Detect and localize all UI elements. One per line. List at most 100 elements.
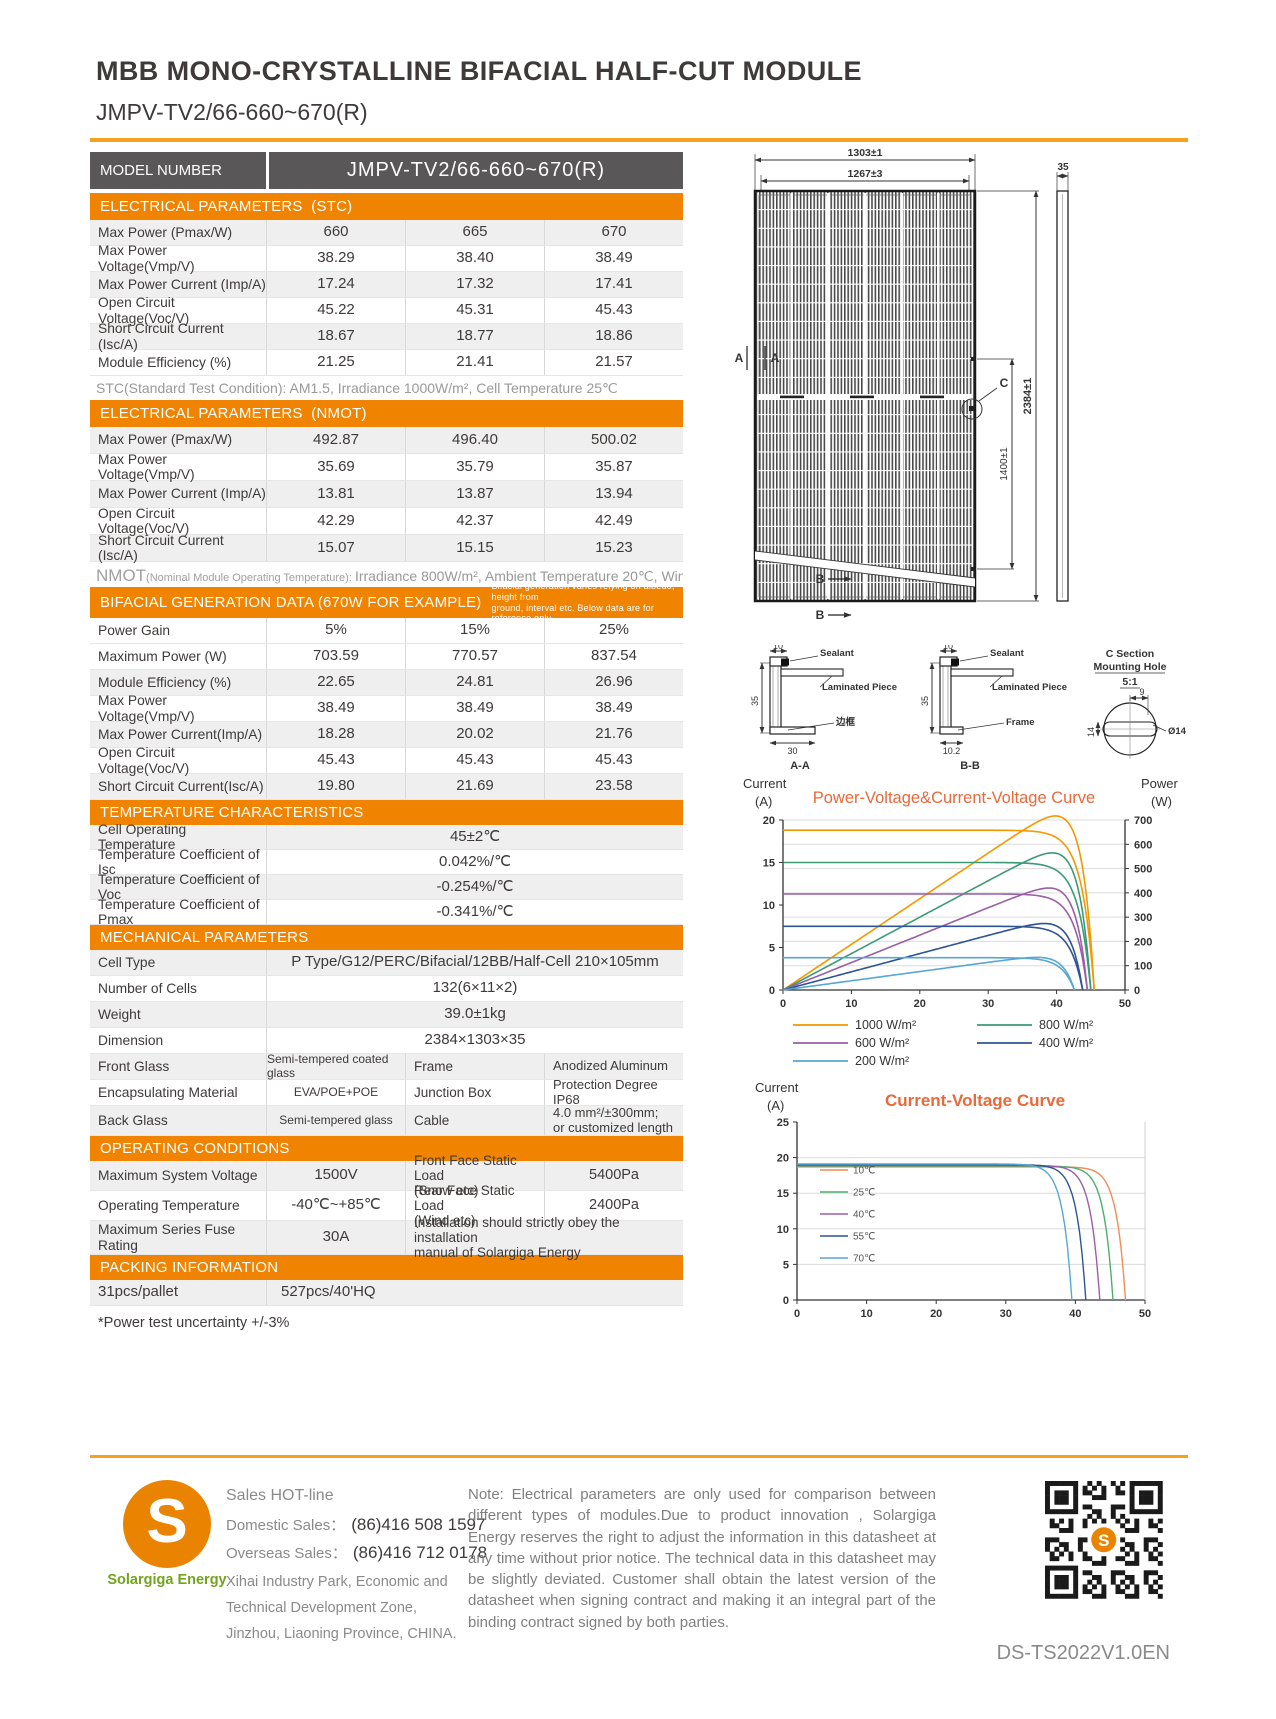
left-tick: 10 [777, 1224, 789, 1236]
param-label-text: Max Power Current (Imp/A) [98, 486, 266, 502]
company-address: Xihai Industry Park, Economic and Techni… [226, 1574, 457, 1642]
param-value-text: 18.86 [595, 327, 633, 345]
table-row: Open Circuit Voltage(Voc/V) 42.29 42.37 42.… [90, 505, 683, 536]
param-value-text: 15% [459, 621, 491, 639]
left-tick: 15 [777, 1188, 789, 1200]
param-value-text: 1500V [314, 1166, 358, 1184]
param-value-text: -0.341%/℃ [436, 902, 514, 920]
section-mark-a: A [735, 351, 744, 365]
param-value-text: 45.31 [456, 301, 494, 319]
param-label-text: Max Power Voltage(Vmp/V) [98, 243, 195, 274]
table-row: Open Circuit Voltage(Voc/V) 45.43 45.43 45.… [90, 745, 683, 776]
param-value: 45.43 [405, 748, 544, 773]
model-number-bar: MODEL NUMBER JMPV-TV2/66-660~670(R) [90, 152, 683, 189]
x-tick: 20 [914, 998, 926, 1010]
section-title-note: Bifacial generation varies relying on al… [491, 580, 675, 624]
legend-label: 40℃ [853, 1210, 875, 1221]
param-value: 25% [544, 618, 683, 643]
param-label: Max Power Current (Imp/A) [90, 481, 266, 507]
param-value-text: -0.254%/℃ [436, 877, 514, 895]
iv-temperature-chart: Current (A) Current-Voltage Curve 0 5 10 15 20 2… [725, 1072, 1195, 1342]
param-value: 2400Pa [544, 1191, 683, 1220]
left-axis-unit: (A) [755, 794, 772, 809]
param-value: 38.49 [544, 246, 683, 271]
qr-code-image: S [1045, 1481, 1163, 1599]
section-mark-a: A [771, 351, 780, 365]
param-label-text: Temperature Coefficient of Isc [98, 846, 260, 877]
param-label: Maximum System Voltage [90, 1161, 266, 1190]
param-label-text: Short Circuit Current (Isc/A) [98, 532, 224, 563]
contact-block: Sales HOT-line Domestic Sales： (86)416 5… [226, 1487, 487, 1647]
param-value-text: 38.49 [595, 249, 633, 267]
param-value-text: 15.23 [595, 538, 633, 556]
param-label: Cable [405, 1106, 544, 1135]
xsec-dim-top: 10 [773, 645, 783, 651]
param-value: 35.79 [405, 454, 544, 480]
section-header-bif: BIFACIAL GENERATION DATA (670W FOR EXAMP… [90, 581, 683, 623]
param-label-text: Max Power Voltage(Vmp/V) [98, 693, 195, 724]
param-label: 31pcs/pallet [90, 1280, 266, 1305]
chart-title: Current-Voltage Curve [885, 1091, 1065, 1110]
param-value-text: 45.43 [317, 751, 355, 769]
overseas-sales-label: Overseas Sales： [226, 1545, 347, 1562]
table-row: Operating Temperature -40℃~+85℃ Rear Face … [90, 1183, 683, 1228]
table-row: Maximum Series Fuse Rating 30A Installatio… [90, 1215, 683, 1260]
section-mark-b: B [816, 572, 825, 586]
param-label-text: Cable [414, 1112, 450, 1128]
param-label-text: Open Circuit Voltage(Voc/V) [98, 505, 190, 536]
param-value-text: 17.41 [595, 275, 633, 293]
param-value: 42.37 [405, 508, 544, 534]
table-row: Max Power Voltage(Vmp/V) 35.69 35.79 35.87 [90, 451, 683, 482]
param-value: 500.02 [544, 427, 683, 453]
param-label: Module Efficiency (%) [90, 670, 266, 695]
param-label: Rear Face Static Load (Wind etc) [405, 1183, 544, 1228]
param-value-text: 17.24 [317, 275, 355, 293]
param-value: 18.77 [405, 324, 544, 349]
right-tick: 200 [1134, 936, 1152, 948]
param-value-text: 21.41 [456, 353, 494, 371]
param-value-text: 42.49 [595, 511, 633, 529]
param-value: 30A [266, 1221, 405, 1254]
param-label-text: Max Power Voltage(Vmp/V) [98, 451, 195, 482]
xsec-title: B-B [960, 760, 980, 772]
param-value: 45.22 [266, 298, 405, 323]
table-row: Max Power Voltage(Vmp/V) 38.49 38.49 38.49 [90, 693, 683, 724]
param-value: 17.32 [405, 272, 544, 297]
param-value-text: 2384×1303×35 [424, 1031, 526, 1049]
left-tick: 20 [763, 815, 775, 827]
param-value: 21.76 [544, 722, 683, 747]
param-value: 45.43 [266, 748, 405, 773]
qr-logo-s: S [1098, 1531, 1109, 1550]
table-row: Max Power Current(Imp/A) 18.28 20.02 21.76 [90, 722, 683, 748]
legend-label: 1000 W/m² [855, 1018, 916, 1032]
left-tick: 15 [763, 858, 775, 870]
laminated-piece-label: Laminated Piece [822, 682, 897, 693]
table-row: Short Circuit Current(Isc/A) 19.80 21.69 23… [90, 774, 683, 800]
legend-label: 10℃ [853, 1166, 875, 1177]
param-label-text: Back Glass [98, 1112, 168, 1128]
param-value: 35.87 [544, 454, 683, 480]
table-row: Max Power Voltage(Vmp/V) 38.29 38.40 38.49 [90, 243, 683, 274]
param-label: Max Power Voltage(Vmp/V) [90, 243, 266, 274]
param-value-text: P Type/G12/PERC/Bifacial/12BB/Half-Cell … [291, 953, 659, 971]
param-value: 15.07 [266, 535, 405, 561]
param-value-text: 13.94 [595, 484, 633, 502]
dim-width-outer: 1303±1 [848, 147, 883, 159]
section-header-oper: OPERATING CONDITIONS [90, 1136, 683, 1161]
param-label: Open Circuit Voltage(Voc/V) [90, 745, 266, 775]
right-tick: 700 [1134, 815, 1152, 827]
param-value: 18.67 [266, 324, 405, 349]
param-value: 35.69 [266, 454, 405, 480]
dim-hole-spacing: 1400±1 [999, 447, 1010, 481]
section-footnote-part: Irradiance 800W/m², Ambient Temperature … [354, 568, 683, 584]
param-value-text: 19.80 [317, 777, 355, 795]
panel-front-and-side-view: 1303±1 1267±3 A A B B C 1400±1 2384±1 35 [735, 147, 1069, 622]
param-value-text: 15.07 [317, 538, 355, 556]
param-value-text: 45.43 [595, 751, 633, 769]
xsec-dim-left: 35 [750, 696, 760, 706]
panel-technical-drawing: 1303±1 1267±3 A A B B C 1400±1 2384±1 35 [725, 146, 1195, 646]
model-number-value: JMPV-TV2/66-660~670(R) [269, 152, 683, 189]
table-row: Max Power (Pmax/W) 492.87 496.40 500.02 [90, 427, 683, 454]
param-label-text: Maximum Power (W) [98, 648, 227, 664]
param-label: Max Power (Pmax/W) [90, 427, 266, 453]
